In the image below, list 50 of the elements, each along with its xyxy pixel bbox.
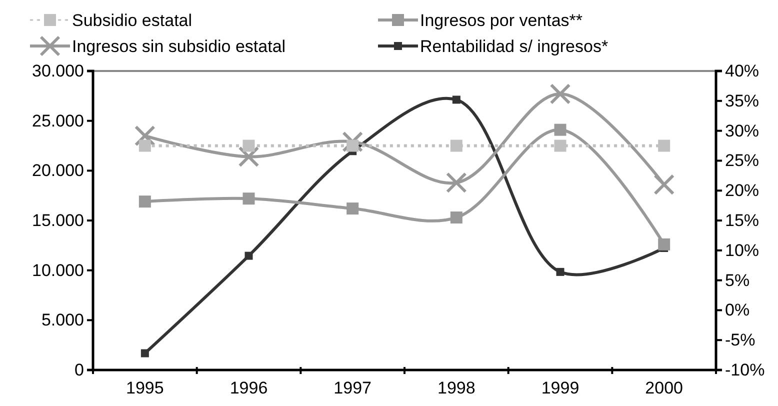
point: [138, 196, 151, 208]
y-tick-label: 5.000: [41, 310, 84, 330]
point: [450, 212, 462, 224]
point: [446, 172, 467, 194]
x-tick-label: 1998: [438, 378, 476, 398]
y2-tick-label: 5%: [725, 270, 750, 290]
point: [554, 140, 566, 152]
y2-tick-label: 20%: [725, 181, 760, 200]
x-tick-label: 1997: [334, 378, 372, 398]
y-tick-label: 0: [74, 360, 84, 380]
y2-tick-label: 0%: [725, 300, 750, 320]
point: [242, 140, 255, 152]
point: [556, 268, 564, 276]
point: [134, 125, 156, 146]
y2-tick-label: -5%: [725, 330, 756, 350]
point: [550, 83, 571, 104]
point: [242, 192, 255, 205]
y-tick-label: 15.000: [32, 210, 84, 230]
y2-tick-label: -10%: [725, 360, 765, 380]
y2-tick-label: 25%: [725, 151, 760, 170]
point: [658, 140, 670, 152]
legend-label: Subsidio estatal: [72, 11, 192, 30]
legend-label: Ingresos sin subsidio estatal: [72, 37, 286, 56]
y2-tick-label: 15%: [725, 210, 760, 230]
point: [450, 140, 462, 152]
y-tick-label: 20.000: [32, 161, 84, 180]
y2-tick-label: 10%: [725, 240, 760, 260]
y2-tick-label: 30%: [725, 121, 760, 140]
x-tick-label: 1999: [541, 378, 580, 398]
point: [244, 252, 253, 260]
y-tick-label: 10.000: [32, 260, 84, 280]
point: [140, 349, 149, 358]
point: [138, 140, 151, 152]
legend-label: Rentabilidad s/ ingresos*: [420, 37, 608, 56]
point: [346, 202, 359, 215]
y-tick-label: 30.000: [32, 61, 84, 80]
point: [654, 174, 675, 196]
point: [554, 124, 566, 136]
x-tick-label: 1996: [230, 378, 268, 398]
x-tick-label: 1995: [126, 378, 164, 398]
point: [452, 96, 460, 104]
point: [346, 140, 359, 152]
x-tick-label: 2000: [645, 378, 683, 398]
y-tick-label: 25.000: [32, 111, 84, 130]
point: [658, 238, 670, 250]
y2-tick-label: 35%: [725, 91, 760, 110]
y2-tick-label: 40%: [725, 61, 760, 80]
point: [238, 146, 260, 168]
legend-label: Ingresos por ventas**: [420, 11, 583, 30]
point: [342, 131, 364, 152]
